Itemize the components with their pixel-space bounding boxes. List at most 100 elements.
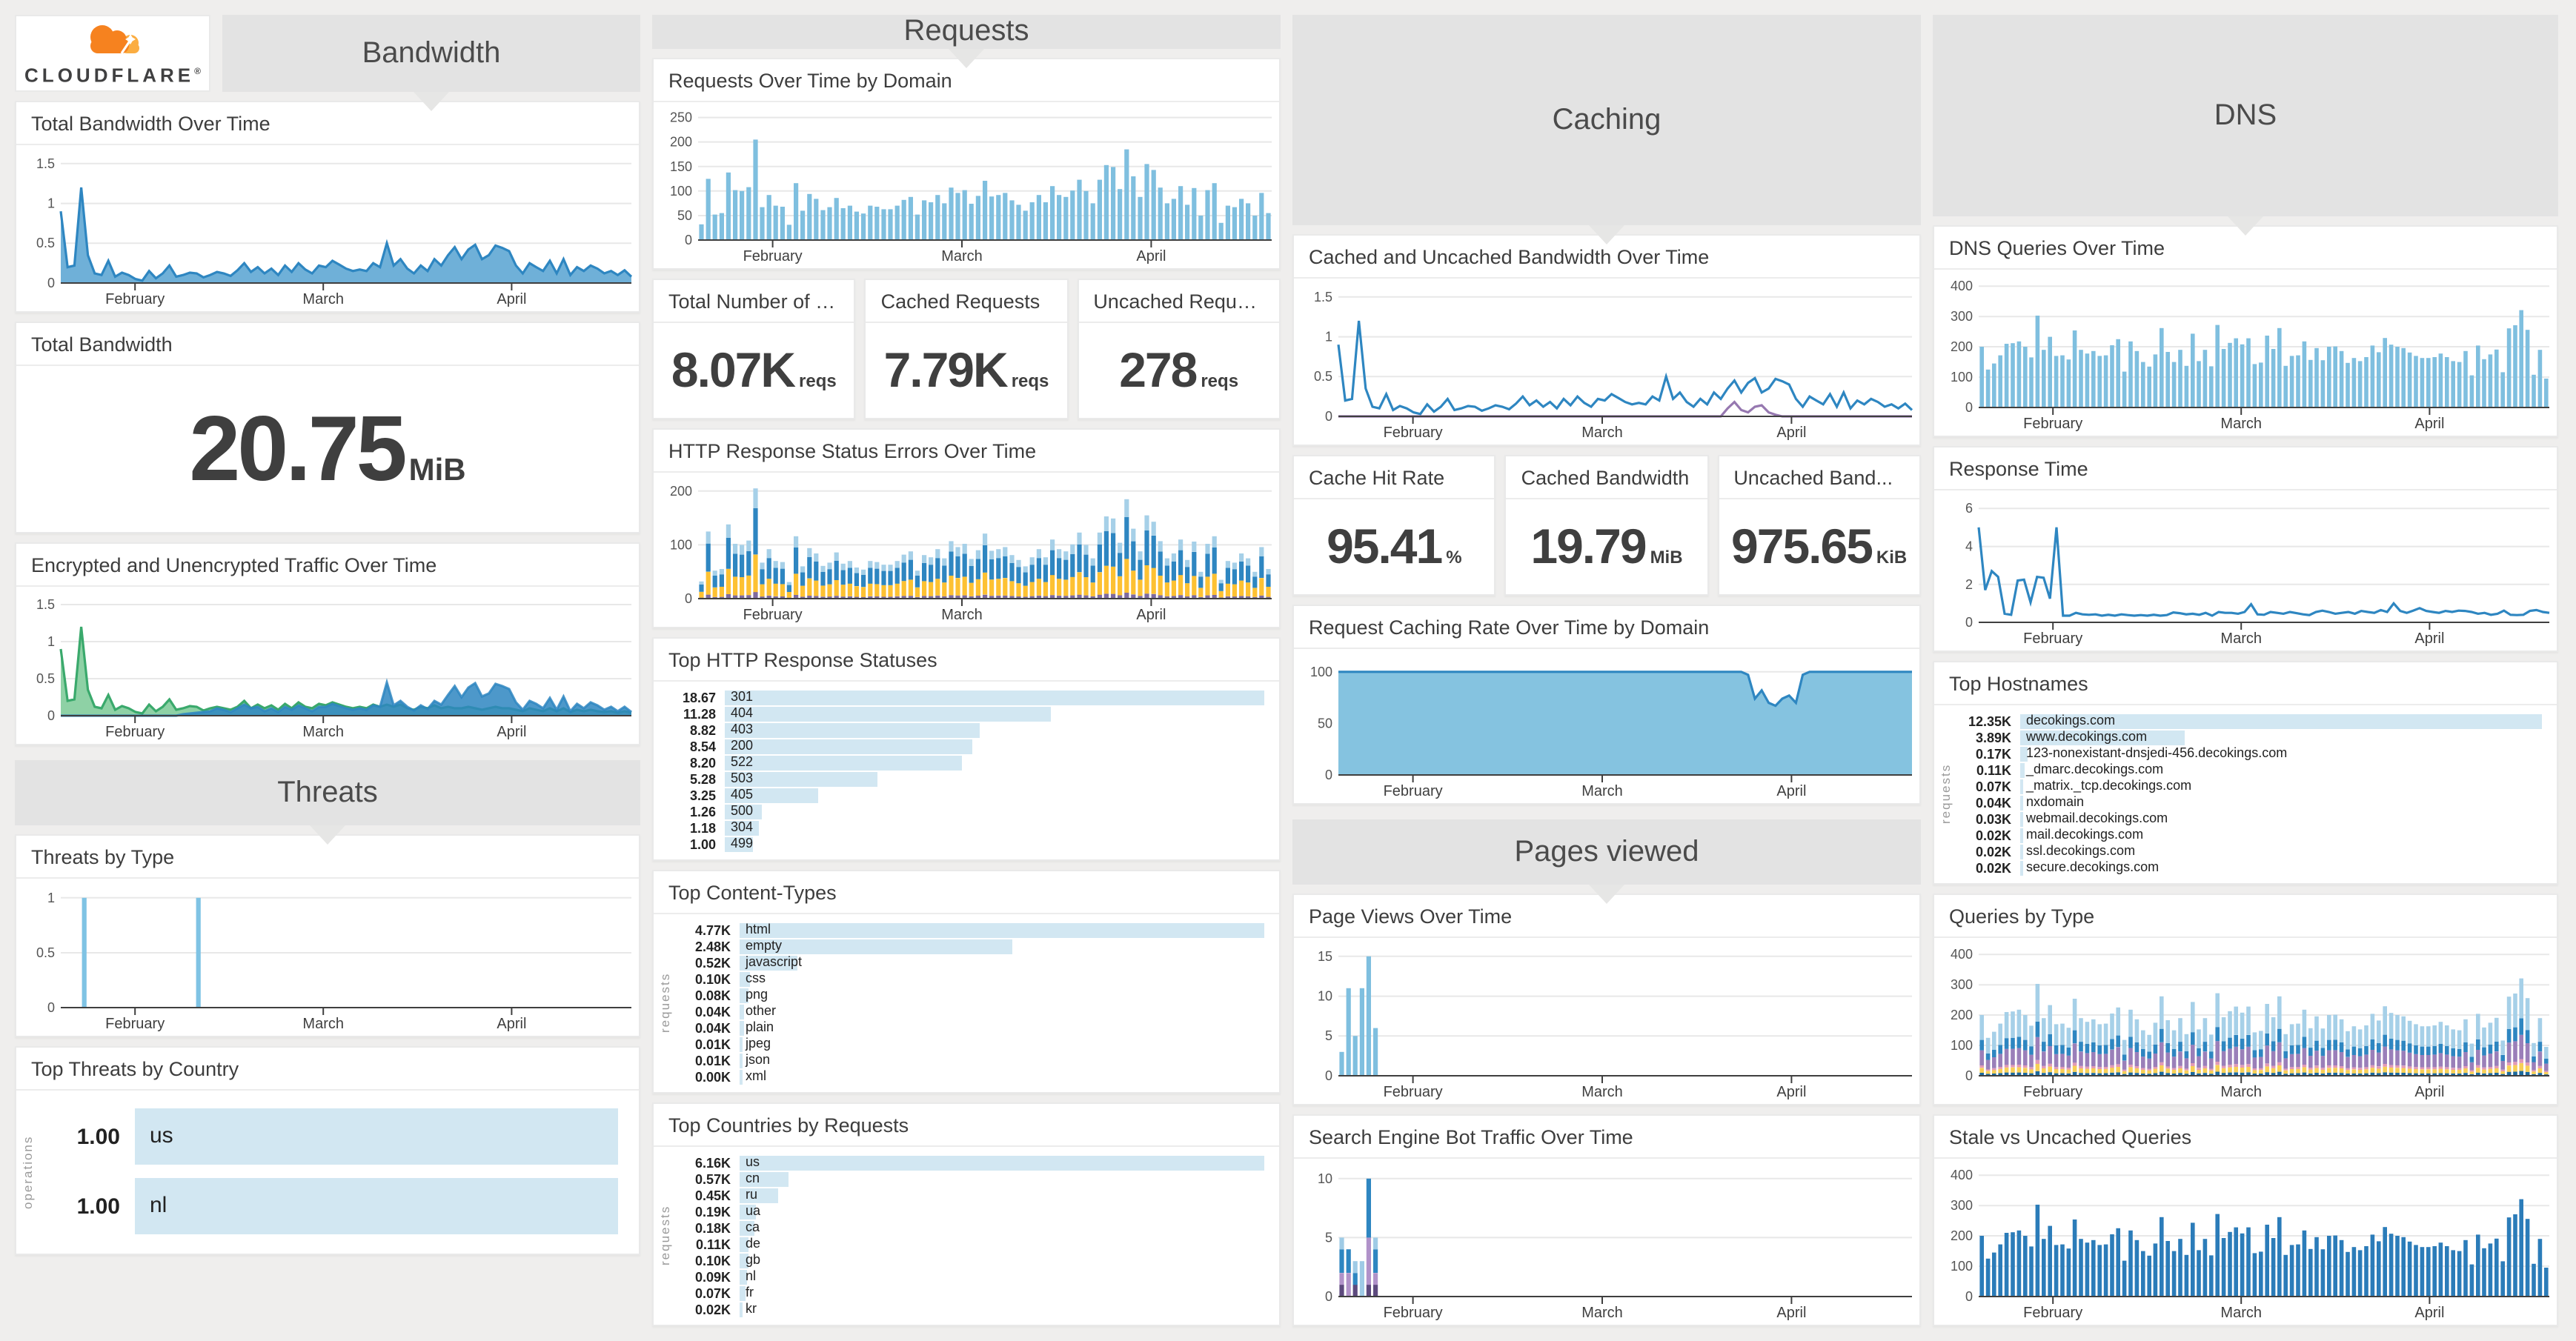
http-errors-chart[interactable]: 0 100 200 February March April bbox=[654, 473, 1279, 627]
list-item[interactable]: 0.45K ru bbox=[680, 1188, 1264, 1203]
list-item-value: 0.11K bbox=[695, 1237, 731, 1252]
list-item[interactable]: 4.77K html bbox=[680, 922, 1264, 938]
requests-over-time-chart[interactable]: 0 50 100 150 200 250 February March April bbox=[654, 102, 1279, 268]
svg-text:February: February bbox=[105, 724, 165, 740]
stale-queries-chart[interactable]: 0 100 200 300 400 February March April bbox=[1934, 1159, 2557, 1325]
list-item[interactable]: 0.11K _dmarc.decokings.com bbox=[1961, 762, 2542, 778]
svg-text:April: April bbox=[1776, 1305, 1806, 1321]
list-item-label: de bbox=[746, 1236, 761, 1251]
list-item-label: nl bbox=[150, 1193, 167, 1218]
list-item-label: jpeg bbox=[746, 1036, 771, 1051]
list-item[interactable]: 0.01K jpeg bbox=[680, 1036, 1264, 1052]
list-item[interactable]: 0.01K json bbox=[680, 1053, 1264, 1068]
list-item[interactable]: 0.02K mail.decokings.com bbox=[1961, 828, 2542, 843]
list-item-bar bbox=[135, 1108, 618, 1165]
list-item[interactable]: 1.00 nl bbox=[46, 1178, 618, 1234]
top-threats-by-country-list[interactable]: operations 1.00 us 1.00 nl bbox=[16, 1091, 639, 1254]
list-item[interactable]: 0.18K ca bbox=[680, 1219, 1264, 1236]
list-item[interactable]: 11.28 404 bbox=[665, 705, 1264, 722]
list-item[interactable]: 8.20 522 bbox=[665, 755, 1264, 771]
list-item[interactable]: 0.08K png bbox=[680, 988, 1264, 1003]
top-hostnames-list[interactable]: requests 12.35K decokings.com 3.89K www.deco… bbox=[1934, 705, 2557, 883]
svg-text:100: 100 bbox=[1951, 1259, 1973, 1274]
list-item[interactable]: 3.89K www.decokings.com bbox=[1961, 730, 2542, 745]
cloudflare-cloud-icon bbox=[80, 21, 145, 64]
svg-text:April: April bbox=[497, 291, 526, 307]
stat-uncached-bandwidth: Uncached Band... 975.65 KiB bbox=[1717, 455, 1921, 596]
total-bandwidth-over-time-chart[interactable]: 0 0.5 1 1.5 February March April bbox=[16, 145, 639, 311]
list-item[interactable]: 18.67 301 bbox=[665, 690, 1264, 705]
encrypted-traffic-chart[interactable]: 0 0.5 1 1.5 February March April bbox=[16, 587, 639, 744]
svg-text:0: 0 bbox=[47, 1000, 55, 1015]
svg-text:0: 0 bbox=[1965, 1289, 1973, 1304]
top-statuses-list[interactable]: 18.67 301 11.28 404 8.82 403 8.54 200 8.20 522 5.2… bbox=[654, 682, 1279, 859]
list-item[interactable]: 2.48K empty bbox=[680, 939, 1264, 954]
list-item[interactable]: 0.02K kr bbox=[680, 1302, 1264, 1317]
page-views-chart[interactable]: 0 5 10 15 February March April bbox=[1294, 938, 1919, 1104]
list-item-value: 3.89K bbox=[1975, 731, 2011, 745]
list-item[interactable]: 1.00 us bbox=[46, 1108, 618, 1165]
list-item[interactable]: 1.00 499 bbox=[665, 836, 1264, 852]
list-item[interactable]: 0.02K secure.decokings.com bbox=[1961, 860, 2542, 876]
list-item[interactable]: 0.03K webmail.decokings.com bbox=[1961, 811, 2542, 827]
list-item[interactable]: 0.07K _matrix._tcp.decokings.com bbox=[1961, 779, 2542, 794]
list-item-bar bbox=[740, 988, 748, 1003]
list-item-label: ca bbox=[746, 1219, 760, 1235]
list-item[interactable]: 0.04K plain bbox=[680, 1020, 1264, 1036]
list-item-value: 0.01K bbox=[694, 1054, 731, 1068]
list-item[interactable]: 0.04K nxdomain bbox=[1961, 795, 2542, 811]
list-item[interactable]: 1.26 500 bbox=[665, 803, 1264, 819]
list-item-bar bbox=[2020, 861, 2024, 876]
list-item[interactable]: 0.04K other bbox=[680, 1004, 1264, 1019]
list-item-bar bbox=[2020, 714, 2542, 729]
list-item[interactable]: 0.17K 123-nonexistant-dnsjedi-456.decokin… bbox=[1961, 746, 2542, 762]
list-item[interactable]: 0.10K gb bbox=[680, 1253, 1264, 1268]
list-item-bar bbox=[740, 923, 1264, 938]
svg-text:250: 250 bbox=[670, 110, 692, 125]
list-item[interactable]: 8.54 200 bbox=[665, 739, 1264, 754]
list-item[interactable]: 0.19K ua bbox=[680, 1204, 1264, 1219]
svg-text:April: April bbox=[2414, 1084, 2444, 1100]
bot-traffic-chart[interactable]: 0 5 10 February March April bbox=[1294, 1159, 1919, 1325]
top-countries-list[interactable]: requests 6.16K us 0.57K cn 0.45K ru 0.19K ua 0.18… bbox=[654, 1147, 1279, 1325]
panel-title: Threats by Type bbox=[16, 836, 639, 879]
svg-text:0.5: 0.5 bbox=[36, 945, 55, 960]
svg-text:50: 50 bbox=[677, 208, 692, 223]
list-item-label: 404 bbox=[731, 705, 754, 721]
list-item[interactable]: 6.16K us bbox=[680, 1155, 1264, 1171]
list-item[interactable]: 0.11K de bbox=[680, 1237, 1264, 1252]
response-time-chart[interactable]: 0 2 4 6 February March April bbox=[1934, 490, 2557, 650]
list-item[interactable]: 0.10K css bbox=[680, 971, 1264, 987]
list-item-label: 500 bbox=[731, 803, 754, 819]
list-item-bar bbox=[725, 788, 819, 803]
svg-text:April: April bbox=[2414, 630, 2444, 647]
threats-by-type-chart[interactable]: 0 0.5 1 February March April bbox=[16, 879, 639, 1036]
list-item[interactable]: 1.18 304 bbox=[665, 820, 1264, 836]
cached-uncached-bandwidth-chart[interactable]: 0 0.5 1 1.5 February March April bbox=[1294, 279, 1919, 445]
list-item[interactable]: 0.00K xml bbox=[680, 1069, 1264, 1085]
panel-total-bandwidth: Total Bandwidth 20.75 MiB bbox=[15, 322, 640, 533]
list-item[interactable]: 5.28 503 bbox=[665, 771, 1264, 787]
panel-title: Page Views Over Time bbox=[1294, 895, 1919, 938]
queries-by-type-chart[interactable]: 0 100 200 300 400 February March April bbox=[1934, 938, 2557, 1104]
list-item-value: 1.00 bbox=[76, 1194, 120, 1219]
list-item[interactable]: 0.09K nl bbox=[680, 1269, 1264, 1285]
list-item[interactable]: 0.02K ssl.decokings.com bbox=[1961, 844, 2542, 859]
dns-queries-chart[interactable]: 0 100 200 300 400 February March April bbox=[1934, 270, 2557, 436]
list-item-label: empty bbox=[746, 938, 783, 954]
list-item-value: 0.02K bbox=[1975, 845, 2011, 859]
top-content-types-list[interactable]: requests 4.77K html 2.48K empty 0.52K javascri… bbox=[654, 914, 1279, 1092]
list-item[interactable]: 8.82 403 bbox=[665, 722, 1264, 738]
list-item[interactable]: 3.25 405 bbox=[665, 788, 1264, 803]
list-item[interactable]: 0.52K javascript bbox=[680, 955, 1264, 971]
list-item-value: 0.03K bbox=[1975, 812, 2011, 827]
list-item[interactable]: 0.07K fr bbox=[680, 1285, 1264, 1301]
request-caching-rate-chart[interactable]: 0 50 100 February March April bbox=[1294, 649, 1919, 803]
list-item-label: fr bbox=[746, 1285, 754, 1300]
list-item-bar bbox=[740, 1254, 748, 1268]
stat-cached-bandwidth: Cached Bandwidth 19.79 MiB bbox=[1504, 455, 1709, 596]
list-item[interactable]: 0.57K cn bbox=[680, 1171, 1264, 1187]
svg-text:February: February bbox=[105, 291, 165, 307]
list-item[interactable]: 12.35K decokings.com bbox=[1961, 713, 2542, 729]
svg-text:1: 1 bbox=[47, 196, 55, 211]
